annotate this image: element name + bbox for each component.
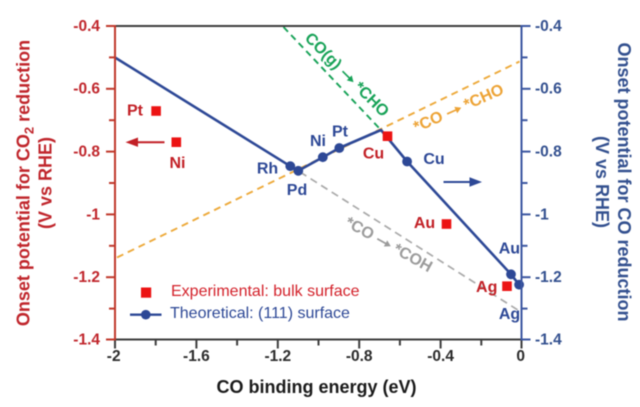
- svg-text:-0.8: -0.8: [346, 348, 373, 365]
- svg-text:0: 0: [516, 348, 525, 365]
- svg-text:-1.4: -1.4: [535, 331, 562, 348]
- svg-text:-0.6: -0.6: [535, 81, 562, 98]
- svg-text:-0.6: -0.6: [73, 81, 100, 98]
- svg-text:-0.4: -0.4: [73, 18, 100, 35]
- svg-text:Experimental: bulk surface: Experimental: bulk surface: [171, 283, 360, 300]
- svg-text:-1.6: -1.6: [183, 348, 210, 365]
- svg-text:(V vs RHE): (V vs RHE): [36, 137, 56, 229]
- svg-text:CO binding energy (eV): CO binding energy (eV): [216, 377, 416, 397]
- svg-text:Rh: Rh: [257, 161, 278, 178]
- svg-text:-2: -2: [107, 348, 121, 365]
- svg-text:-1: -1: [535, 206, 549, 223]
- svg-text:Onset potential for CO2 reduct: Onset potential for CO2 reduction: [14, 40, 37, 326]
- svg-text:Ag: Ag: [476, 279, 497, 296]
- svg-text:(V vs RHE): (V vs RHE): [592, 136, 612, 228]
- svg-text:-0.4: -0.4: [535, 18, 562, 35]
- svg-text:Au: Au: [499, 241, 520, 258]
- svg-text:-0.8: -0.8: [535, 144, 562, 161]
- svg-text:Cu: Cu: [363, 146, 384, 163]
- svg-text:Ag: Ag: [499, 306, 520, 323]
- svg-text:Pt: Pt: [127, 103, 144, 120]
- svg-text:-0.4: -0.4: [427, 348, 454, 365]
- svg-text:-1.2: -1.2: [264, 348, 291, 365]
- svg-text:Cu: Cu: [423, 151, 444, 168]
- svg-text:Au: Au: [414, 215, 435, 232]
- svg-text:Onset potential for CO reducti: Onset potential for CO reduction: [614, 42, 634, 321]
- svg-text:Theoretical: (111) surface: Theoretical: (111) surface: [170, 305, 350, 322]
- svg-text:-1: -1: [86, 206, 100, 223]
- svg-text:Pt: Pt: [332, 124, 349, 141]
- svg-text:-0.8: -0.8: [73, 144, 100, 161]
- svg-text:-1.2: -1.2: [535, 269, 562, 286]
- svg-text:Ni: Ni: [310, 133, 326, 150]
- svg-text:-1.4: -1.4: [73, 331, 100, 348]
- svg-text:Pd: Pd: [287, 182, 307, 199]
- svg-text:Ni: Ni: [170, 155, 186, 172]
- svg-text:-1.2: -1.2: [73, 269, 100, 286]
